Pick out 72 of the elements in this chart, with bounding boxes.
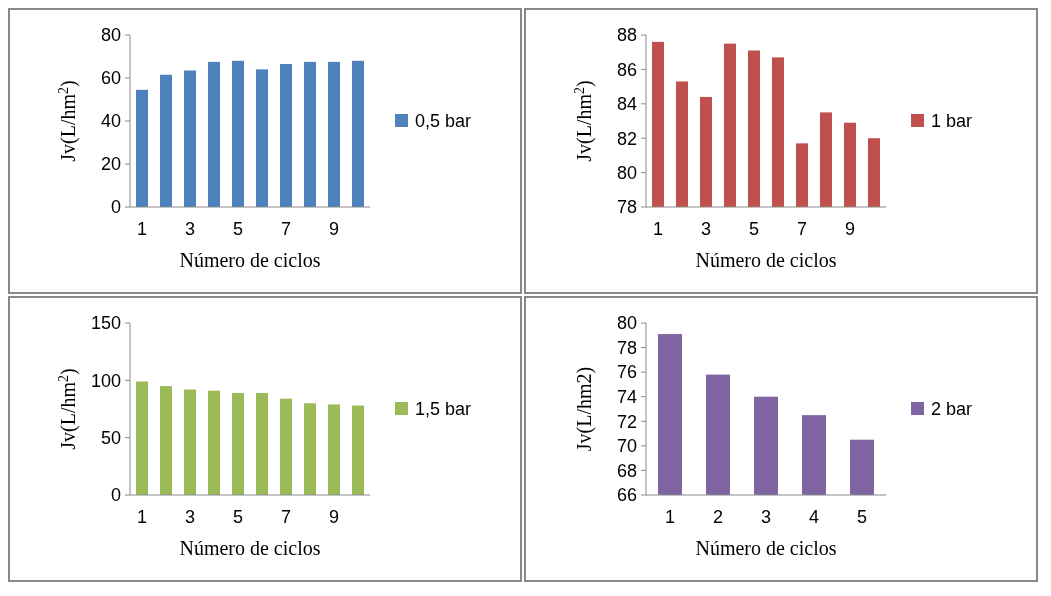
y-tick-label: 70 <box>616 436 637 457</box>
y-tick-label: 72 <box>616 411 637 432</box>
x-tick-label: 9 <box>328 507 340 527</box>
y-tick-label: 0 <box>110 485 121 506</box>
legend-label: 1 bar <box>931 111 973 132</box>
y-tick-label: 68 <box>616 460 637 481</box>
bar <box>208 390 220 495</box>
x-tick-label: 9 <box>328 219 340 239</box>
bar <box>160 386 172 495</box>
y-tick-label: 100 <box>90 370 121 391</box>
y-tick-label: 88 <box>616 25 637 46</box>
y-tick-label: 76 <box>616 362 637 383</box>
x-axis-title: Número de ciclos <box>695 249 837 271</box>
y-tick-label: 0 <box>110 197 121 218</box>
bar <box>280 398 292 495</box>
y-axis-title: Jv(L/hm2) <box>573 366 596 452</box>
y-tick-label: 40 <box>100 111 121 132</box>
y-tick-label: 50 <box>100 427 121 448</box>
y-tick-label: 74 <box>616 387 637 408</box>
x-tick-label: 5 <box>232 507 244 527</box>
x-tick-label: 3 <box>760 507 772 527</box>
x-tick-label: 5 <box>748 219 760 239</box>
bar <box>304 403 316 495</box>
bar <box>232 60 244 207</box>
x-tick-label: 2 <box>712 507 724 527</box>
x-tick-label: 9 <box>844 219 856 239</box>
bar <box>184 70 196 207</box>
y-tick-label: 80 <box>616 162 637 183</box>
bar <box>256 69 268 207</box>
x-tick-label: 3 <box>184 219 196 239</box>
x-tick-label: 7 <box>280 219 292 239</box>
x-tick-label: 5 <box>232 219 244 239</box>
bar <box>280 64 292 207</box>
x-tick-label: 1 <box>136 219 148 239</box>
y-tick-label: 82 <box>616 128 637 149</box>
bar <box>184 389 196 495</box>
legend-label: 0,5 bar <box>415 111 472 132</box>
bar <box>256 392 268 495</box>
x-tick-label: 7 <box>280 507 292 527</box>
y-tick-label: 86 <box>616 59 637 80</box>
y-tick-label: 20 <box>100 154 121 175</box>
y-tick-label: 78 <box>616 337 637 358</box>
bar <box>328 404 340 495</box>
bar <box>232 392 244 495</box>
x-axis-title: Número de ciclos <box>695 537 837 559</box>
y-tick-label: 80 <box>616 313 637 334</box>
x-tick-label: 4 <box>808 507 820 527</box>
bar <box>208 61 220 207</box>
x-tick-label: 3 <box>700 219 712 239</box>
bar <box>304 61 316 207</box>
x-tick-label: 1 <box>664 507 676 527</box>
y-tick-label: 78 <box>616 197 637 218</box>
x-tick-label: 3 <box>184 507 196 527</box>
bar <box>352 405 364 495</box>
x-tick-label: 7 <box>796 219 808 239</box>
bar <box>328 61 340 207</box>
x-tick-label: 5 <box>856 507 868 527</box>
bar <box>136 381 148 495</box>
bar <box>136 89 148 207</box>
bar <box>352 60 364 207</box>
bar <box>160 74 172 207</box>
y-tick-label: 60 <box>100 68 121 89</box>
x-tick-label: 1 <box>136 507 148 527</box>
y-tick-label: 66 <box>616 485 637 506</box>
x-axis-title: Número de ciclos <box>179 249 321 271</box>
legend-label: 2 bar <box>931 399 973 420</box>
legend-label: 1,5 bar <box>415 399 472 420</box>
y-tick-label: 84 <box>616 94 637 115</box>
x-tick-label: 1 <box>652 219 664 239</box>
x-axis-title: Número de ciclos <box>179 537 321 559</box>
y-tick-label: 80 <box>100 25 121 46</box>
y-tick-label: 150 <box>90 313 121 334</box>
